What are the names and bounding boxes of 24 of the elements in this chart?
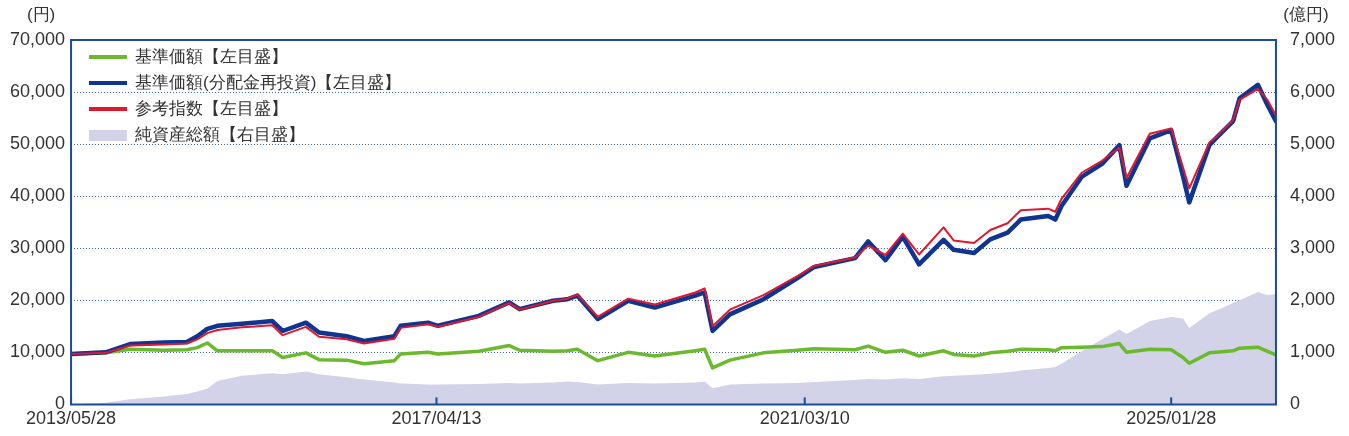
legend-label: 純資産総額【右目盛】 — [135, 124, 306, 146]
y2-tick-label: 5,000 — [1289, 133, 1335, 154]
y2-tick-label: 1,000 — [1289, 341, 1335, 362]
y2-tick-label: 4,000 — [1289, 185, 1335, 206]
y-tick-label: 40,000 — [9, 185, 66, 206]
y2-tick-label: 7,000 — [1289, 28, 1335, 49]
legend-label: 基準価額【左目盛】 — [135, 46, 289, 68]
x-tick-label: 2017/04/13 — [391, 408, 482, 429]
y2-tick-label: 3,000 — [1289, 237, 1335, 258]
y2-tick-label: 2,000 — [1289, 289, 1335, 310]
y-tick-label: 70,000 — [9, 28, 66, 49]
y-tick-label: 20,000 — [9, 289, 66, 310]
legend-label: 基準価額(分配金再投資)【左目盛】 — [135, 72, 402, 94]
legend-label: 参考指数【左目盛】 — [135, 98, 289, 120]
y-tick-label: 10,000 — [9, 341, 66, 362]
y-axis-title: (円) — [26, 5, 56, 25]
y-tick-label: 30,000 — [9, 237, 66, 258]
y-tick-label: 50,000 — [9, 133, 66, 154]
y-tick-label: 60,000 — [9, 81, 66, 102]
x-tick-label: 2025/01/28 — [1126, 408, 1217, 429]
y2-tick-label: 6,000 — [1289, 81, 1335, 102]
y2-axis-title: (億円) — [1283, 5, 1329, 25]
x-tick-label: 2021/03/10 — [759, 408, 850, 429]
y2-tick-label: 0 — [1289, 393, 1300, 414]
